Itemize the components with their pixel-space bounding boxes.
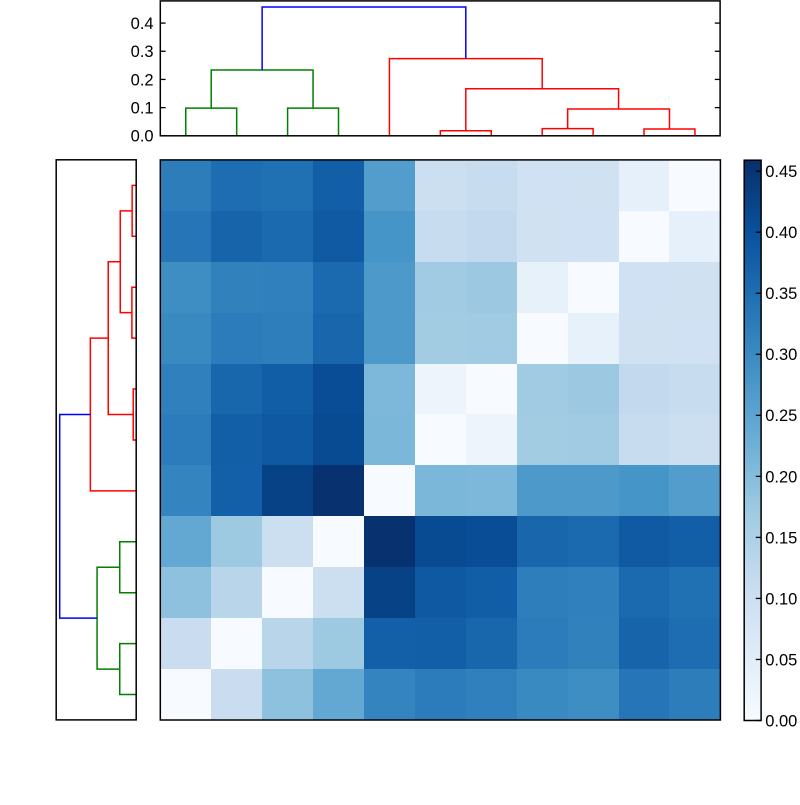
svg-text:0.40: 0.40 xyxy=(765,224,797,242)
svg-text:0.45: 0.45 xyxy=(765,163,797,181)
svg-text:0.25: 0.25 xyxy=(765,407,797,425)
svg-text:0.0: 0.0 xyxy=(131,128,154,146)
svg-text:0.00: 0.00 xyxy=(765,712,797,730)
svg-text:0.15: 0.15 xyxy=(765,529,797,547)
svg-text:0.05: 0.05 xyxy=(765,651,797,669)
svg-text:0.35: 0.35 xyxy=(765,285,797,303)
svg-text:0.2: 0.2 xyxy=(131,71,154,89)
svg-text:0.1: 0.1 xyxy=(131,100,154,118)
svg-text:0.10: 0.10 xyxy=(765,590,797,608)
svg-text:0.30: 0.30 xyxy=(765,346,797,364)
svg-text:0.4: 0.4 xyxy=(131,15,154,33)
svg-text:0.20: 0.20 xyxy=(765,468,797,486)
svg-text:0.3: 0.3 xyxy=(131,43,154,61)
